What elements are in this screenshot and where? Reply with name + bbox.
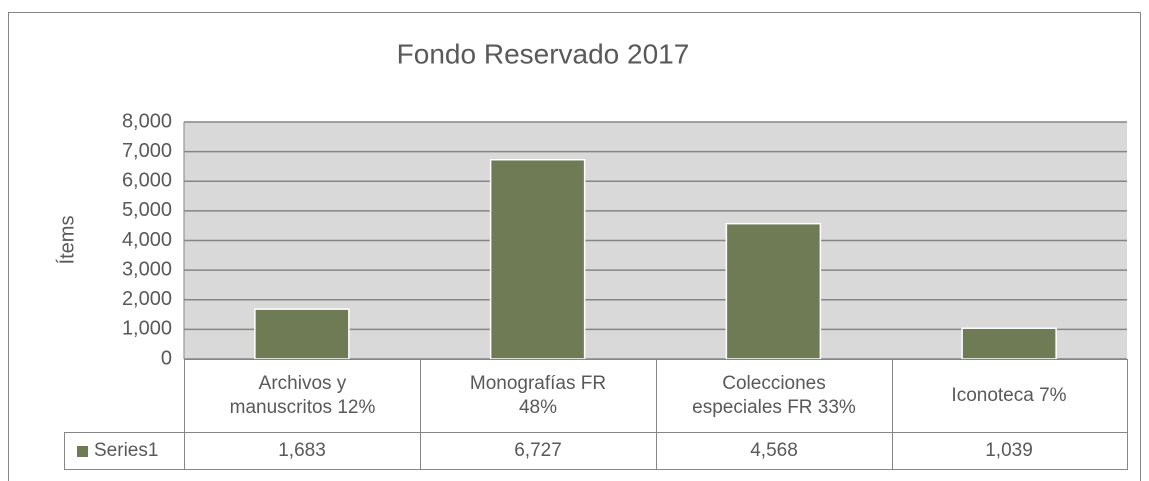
data-table-value: 4,568 [656, 432, 893, 470]
y-tick-label: 6,000 [122, 170, 172, 192]
x-tick-label: Archivos y manuscritos 12% [184, 359, 421, 433]
x-tick-label: Colecciones especiales FR 33% [656, 359, 893, 433]
y-tick-label: 5,000 [122, 199, 172, 221]
bar [961, 327, 1057, 360]
y-tick-label: 3,000 [122, 258, 172, 280]
chart-border [8, 12, 1141, 481]
x-tick-label: Iconoteca 7% [891, 359, 1128, 433]
y-tick-label: 8,000 [122, 110, 172, 132]
y-tick-label: 2,000 [122, 288, 172, 310]
y-tick-label: 0 [161, 347, 172, 369]
data-table-value: 1,683 [184, 432, 421, 470]
chart-title: Fondo Reservado 2017 [397, 38, 690, 69]
legend-cell: Series1 [64, 432, 185, 470]
y-tick-label: 1,000 [122, 318, 172, 340]
bar [489, 158, 586, 360]
data-table-value: 1,039 [891, 432, 1128, 470]
legend-label: Series1 [94, 440, 159, 461]
y-tick-label: 4,000 [122, 229, 172, 251]
bar [725, 222, 822, 360]
y-axis-title: Ítems [55, 216, 78, 265]
x-tick-label: Monografías FR 48% [420, 359, 657, 433]
legend-key [77, 445, 88, 457]
y-tick-label: 7,000 [122, 140, 172, 162]
bar [254, 308, 350, 360]
data-table-value: 6,727 [420, 432, 657, 470]
